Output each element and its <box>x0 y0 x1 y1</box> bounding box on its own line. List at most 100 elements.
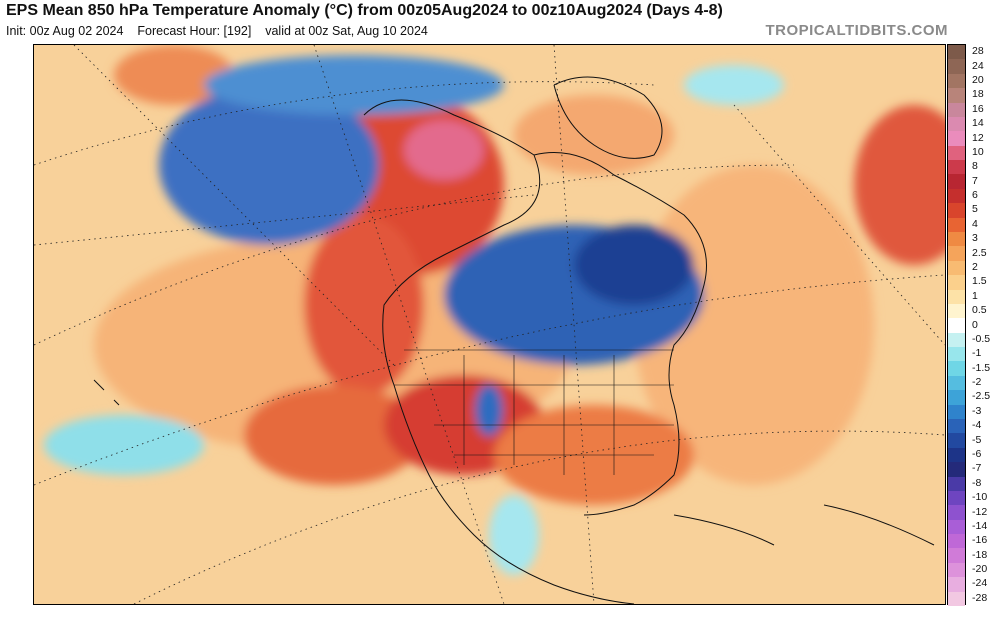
colorbar-tick-label: -10 <box>972 491 988 504</box>
coastlines <box>93 76 935 604</box>
colorbar <box>947 44 966 607</box>
colorbar-swatch <box>948 246 965 262</box>
colorbar-tick-label: -3 <box>972 404 982 417</box>
siberia-warm-spot <box>114 45 234 105</box>
colorbar-swatch <box>948 232 965 247</box>
colorbar-tick-label: 20 <box>972 73 984 86</box>
colorbar-swatch <box>948 419 965 434</box>
colorbar-swatch <box>948 73 965 89</box>
colorbar-tick-label: 0 <box>972 318 978 331</box>
bc-warm <box>304 215 424 395</box>
colorbar-tick-label: -4 <box>972 419 982 432</box>
colorbar-tick-label: 16 <box>972 102 984 115</box>
init-time: Init: 00z Aug 02 2024 <box>6 24 124 38</box>
colorbar-swatch <box>948 361 965 377</box>
site-brand: TROPICALTIDBITS.COM <box>765 22 948 39</box>
colorbar-tick-label: 1 <box>972 289 978 302</box>
colorbar-swatch <box>948 476 965 492</box>
colorbar-tick-label: 3 <box>972 232 978 245</box>
colorbar-tick-label: -6 <box>972 447 982 460</box>
europe-warm-spot <box>854 105 945 265</box>
colorbar-swatch <box>948 404 965 420</box>
colorbar-tick-label: 7 <box>972 174 978 187</box>
colorbar-swatch <box>948 519 965 535</box>
colorbar-tick-label: -2 <box>972 376 982 389</box>
state-borders <box>394 349 674 475</box>
colorbar-tick-label: 12 <box>972 131 984 144</box>
page-title: EPS Mean 850 hPa Temperature Anomaly (°C… <box>6 2 723 19</box>
colorbar-swatch <box>948 462 965 478</box>
colorbar-swatch <box>948 174 965 190</box>
colorbar-swatch <box>948 490 965 506</box>
colorbar-tick-label: -14 <box>972 519 988 532</box>
colorbar-tick-label: 28 <box>972 45 984 58</box>
colorbar-swatch <box>948 318 965 334</box>
colorbar-swatch <box>948 347 965 362</box>
colorbar-swatch <box>948 188 965 204</box>
alaska-hot-core <box>404 120 484 180</box>
atlantic-warm-region <box>634 165 874 485</box>
colorbar-tick-label: 0.5 <box>972 304 987 317</box>
colorbar-swatch <box>948 505 965 521</box>
arctic-cold <box>204 55 504 115</box>
colorbar-tick-label: -0.5 <box>972 332 991 345</box>
colorbar-swatch <box>948 591 965 607</box>
colorbar-tick-label: 14 <box>972 117 984 130</box>
colorbar-swatch <box>948 203 965 219</box>
greenland-cold <box>684 65 784 105</box>
colorbar-swatch <box>948 548 965 564</box>
colorbar-tick-label: -1.5 <box>972 361 991 374</box>
bering-cold <box>159 85 379 245</box>
colorbar-swatch <box>948 447 965 463</box>
colorbar-tick-label: -5 <box>972 433 982 446</box>
mexico-cold <box>489 495 539 575</box>
colorbar-swatch <box>948 375 965 391</box>
greenland-warm <box>514 95 674 175</box>
map-canvas <box>34 45 945 604</box>
rockies-cold <box>475 384 503 436</box>
ne-pacific-warm <box>244 385 424 485</box>
colorbar-swatch <box>948 59 965 75</box>
colorbar-tick-label: -12 <box>972 505 988 518</box>
hudson-cold-core <box>574 225 694 305</box>
colorbar-tick-label: 6 <box>972 189 978 202</box>
colorbar-swatch <box>948 102 965 118</box>
colorbar-tick-label: -8 <box>972 476 982 489</box>
colorbar-tick-label: 5 <box>972 203 978 216</box>
colorbar-tick-label: 24 <box>972 59 984 72</box>
graticule <box>34 45 945 604</box>
colorbar-tick-label: -16 <box>972 534 988 547</box>
colorbar-swatch <box>948 303 965 319</box>
colorbar-swatch <box>948 275 965 291</box>
colorbar-tick-label: -24 <box>972 577 988 590</box>
colorbar-tick-label: 8 <box>972 160 978 173</box>
colorbar-swatch <box>948 390 965 406</box>
colorbar-tick-label: -1 <box>972 347 982 360</box>
colorbar-swatch <box>948 534 965 549</box>
colorbar-tick-label: -2.5 <box>972 390 991 403</box>
colorbar-tick-label: 4 <box>972 217 978 230</box>
colorbar-swatch <box>948 116 965 132</box>
colorbar-swatch <box>948 577 965 593</box>
colorbar-swatch <box>948 562 965 578</box>
valid-time: valid at 00z Sat, Aug 10 2024 <box>265 24 428 38</box>
colorbar-tick-label: 2.5 <box>972 246 987 259</box>
colorbar-tick-label: -7 <box>972 462 982 475</box>
colorbar-swatch <box>948 433 965 449</box>
anomaly-map <box>33 44 946 605</box>
subtitle-line: Init: 00z Aug 02 2024 Forecast Hour: [19… <box>6 24 428 38</box>
colorbar-swatch <box>948 260 965 276</box>
colorbar-swatch <box>948 131 965 147</box>
colorbar-tick-label: 18 <box>972 88 984 101</box>
colorbar-swatch <box>948 289 965 305</box>
colorbar-swatch <box>948 160 965 175</box>
colorbar-tick-label: 2 <box>972 260 978 273</box>
colorbar-tick-label: -28 <box>972 591 988 604</box>
colorbar-swatch <box>948 88 965 104</box>
colorbar-swatch <box>948 332 965 348</box>
forecast-hour: Forecast Hour: [192] <box>137 24 252 38</box>
colorbar-swatch <box>948 145 965 161</box>
colorbar-tick-label: -20 <box>972 563 988 576</box>
colorbar-tick-label: 1.5 <box>972 275 987 288</box>
colorbar-swatch <box>948 45 965 60</box>
